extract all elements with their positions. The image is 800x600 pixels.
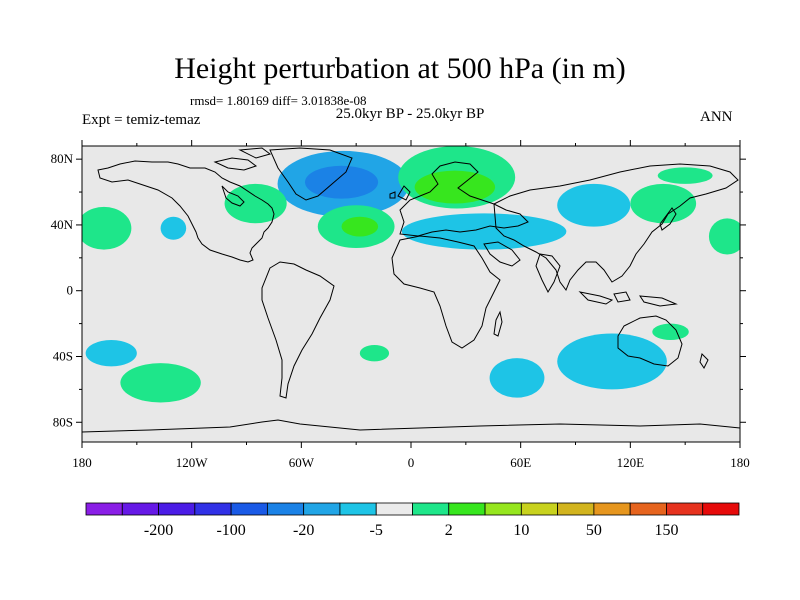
x-tick-label: 180 [72, 455, 92, 470]
shaded-region [708, 218, 740, 255]
coastline-new-zealand [699, 353, 709, 369]
shaded-region [224, 183, 287, 224]
coastline-hudson-bay [221, 185, 245, 207]
colorbar-swatch [266, 502, 305, 516]
coastline-british-isles [389, 185, 411, 201]
experiment-label: Expt = temiz-temaz [82, 112, 201, 128]
colorbar-swatch [303, 502, 341, 516]
colorbar-swatch [448, 502, 486, 516]
colorbar-swatch [484, 502, 522, 516]
coastlines [82, 147, 740, 433]
colorbar-label: 50 [586, 522, 602, 539]
chart-title: Height perturbation at 500 hPa (in m) [174, 52, 626, 85]
coastline-north-america [97, 160, 275, 263]
y-tick-label: 40S [53, 348, 73, 363]
coastline-south-america [261, 261, 335, 399]
colorbar-label: 10 [513, 522, 529, 539]
axes: 180 120W 60W 0 60E 120E 180 80N 40N 0 40S 80S [51, 140, 750, 470]
x-tick-label: 0 [408, 455, 415, 470]
coastline-asia [493, 163, 739, 292]
shaded-region [657, 167, 713, 184]
colorbar-swatch [158, 502, 196, 516]
shaded-region [85, 340, 137, 367]
colorbar-swatch [85, 502, 123, 516]
x-tick-label: 120W [176, 455, 209, 470]
x-tick-label: 120E [617, 455, 645, 470]
shaded-region [120, 363, 201, 403]
coastline-japan [659, 207, 677, 231]
coastline-europe [399, 161, 529, 237]
colorbar-swatch [520, 502, 559, 516]
colorbar-swatch [666, 502, 704, 516]
coastline-africa [391, 235, 501, 349]
y-tick-label: 40N [51, 217, 74, 232]
coastline-arabia [483, 241, 521, 267]
y-tick-label: 80S [53, 414, 73, 429]
colorbar-swatch [557, 502, 595, 516]
colorbar-swatch [593, 502, 631, 516]
shaded-region [489, 358, 545, 398]
colorbar-swatch [230, 502, 268, 516]
coastline-greenland [269, 147, 353, 201]
shaded-region [401, 213, 567, 250]
shaded-region [557, 183, 631, 227]
time-period-label: 25.0kyr BP - 25.0kyr BP [335, 106, 485, 122]
colorbar-label: -100 [216, 522, 245, 539]
shaded-region [557, 333, 667, 390]
x-tick-label: 60W [289, 455, 315, 470]
coastline-madagascar [493, 310, 503, 337]
colorbar-swatch [702, 502, 740, 516]
shaded-region [341, 216, 379, 237]
colorbar-swatch [339, 502, 377, 516]
colorbar-label: -5 [370, 522, 383, 539]
colorbar-label: -20 [293, 522, 314, 539]
x-tick-label: 60E [510, 455, 531, 470]
x-tick-label: 180 [730, 455, 750, 470]
shaded-region [160, 216, 187, 240]
colorbar-label: -200 [144, 522, 173, 539]
coastline-australia [617, 315, 683, 367]
season-label: ANN [700, 109, 733, 125]
colorbar-swatch [194, 502, 232, 516]
shaded-region [414, 170, 496, 204]
colorbar-swatch [629, 502, 667, 516]
colorbar-swatch [412, 502, 450, 516]
shaded-region [82, 206, 132, 250]
colorbar-label: 150 [654, 522, 678, 539]
shaded-region [652, 323, 689, 341]
colorbar: -200 -100 -20 -5 2 10 50 150 [85, 502, 740, 539]
shaded-region [630, 183, 697, 224]
y-tick-label: 80N [51, 151, 74, 166]
coastline-india [535, 253, 561, 294]
colorbar-label: 2 [445, 522, 453, 539]
y-tick-label: 0 [67, 283, 74, 298]
coastline-antarctica [82, 419, 740, 433]
shaded-regions [82, 146, 740, 403]
stats-label: rmsd= 1.80169 diff= 3.01838e-08 [190, 93, 367, 108]
coastline-arctic-islands [213, 147, 272, 171]
shaded-region [359, 344, 390, 362]
shaded-region [304, 165, 379, 199]
colorbar-swatch [121, 502, 159, 516]
colorbar-swatch [375, 502, 413, 516]
coastline-indonesia [578, 291, 678, 307]
